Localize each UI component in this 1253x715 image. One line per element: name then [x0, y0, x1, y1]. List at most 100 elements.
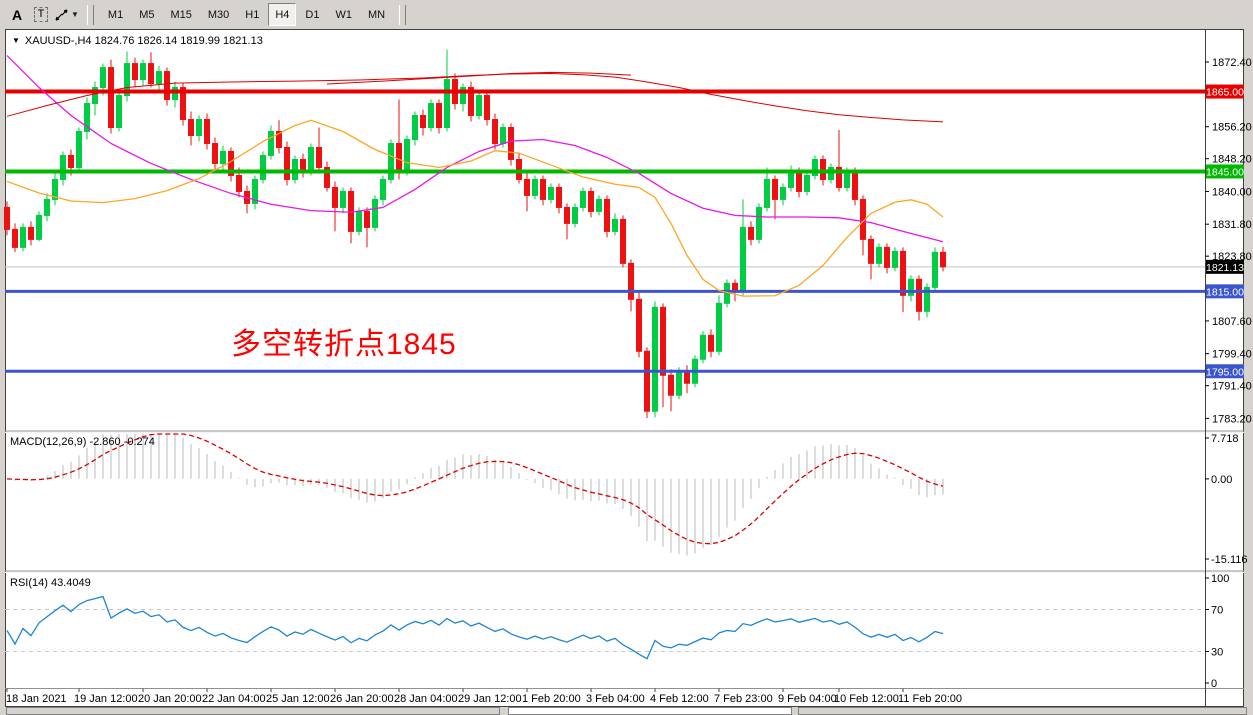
candle-body: [604, 198, 610, 232]
candle-body: [788, 170, 794, 188]
price-badge-label: 1815.00: [1206, 286, 1244, 298]
bottom-panel-1[interactable]: [6, 707, 500, 715]
price-badge-label: 1845.00: [1206, 166, 1244, 178]
candle-body: [668, 374, 674, 396]
candle-body: [188, 119, 194, 136]
candle-body: [652, 306, 658, 412]
candle-body: [76, 130, 82, 168]
x-axis-label: 9 Feb 04:00: [778, 693, 837, 705]
bottom-panel-3[interactable]: [798, 707, 1247, 715]
candle-body: [100, 67, 106, 89]
timeframe-M1[interactable]: M1: [107, 8, 124, 21]
x-axis-label: 1 Feb 20:00: [522, 693, 581, 705]
candle-body: [284, 146, 290, 180]
macd-axis-label: -15.116: [1211, 554, 1248, 566]
candle-body: [316, 146, 322, 168]
text-label-tool-button[interactable]: T: [30, 4, 52, 26]
rsi-axis-label: 100: [1211, 573, 1229, 585]
price-badge-label: 1821.13: [1206, 262, 1244, 274]
price-axis-label: 1807.60: [1212, 316, 1252, 328]
candle-body: [940, 251, 946, 268]
candle-body: [556, 186, 562, 208]
timeframe-D1[interactable]: D1: [305, 8, 320, 21]
candle-body: [900, 250, 906, 296]
timeframe-W1[interactable]: W1: [335, 8, 352, 21]
candle-body: [132, 63, 138, 81]
candle-body: [116, 95, 122, 129]
candle-body: [932, 251, 938, 288]
price-badge: [1206, 164, 1244, 179]
x-axis-label: 20 Jan 20:00: [138, 693, 202, 705]
price-axis-label: 1872.40: [1212, 57, 1252, 69]
x-axis-label: 10 Feb 12:00: [834, 693, 899, 705]
candle-body: [84, 103, 90, 132]
candle-body: [524, 178, 530, 196]
timeframe-H1[interactable]: H1: [245, 8, 260, 21]
candle-body: [308, 146, 314, 172]
bottom-panel-2[interactable]: [508, 707, 792, 715]
ma-red-slow: [6, 73, 944, 123]
rsi-axis-label: 0: [1211, 678, 1217, 690]
x-axis-label: 29 Jan 12:00: [458, 693, 522, 705]
toolbar-grip[interactable]: [86, 4, 94, 25]
price-axis-label: 1848.20: [1212, 154, 1252, 166]
macd-axis-label: 0.00: [1211, 474, 1232, 486]
candle-body: [204, 119, 210, 144]
candle-body: [476, 95, 482, 117]
candle-body: [588, 190, 594, 212]
timeframe-M15[interactable]: M15: [170, 8, 192, 21]
candle-body: [844, 170, 850, 188]
rsi-axis-label: 30: [1211, 647, 1223, 659]
candle-body: [388, 142, 394, 180]
timeframe-M5[interactable]: M5: [139, 8, 155, 21]
candle-body: [404, 138, 410, 172]
x-axis-label: 28 Jan 04:00: [394, 693, 458, 705]
symbol-dropdown-icon[interactable]: ▼: [12, 36, 20, 45]
chart-background[interactable]: [5, 30, 1244, 707]
candle-body: [28, 226, 34, 240]
arrow-objects-button[interactable]: ▼: [54, 4, 79, 26]
candle-body: [180, 87, 186, 121]
candle-body: [884, 246, 890, 268]
macd-indicator-label: MACD(12,26,9) -2.860 -0.274: [10, 436, 155, 448]
chart-annotation-text[interactable]: 多空转折点1845: [231, 328, 457, 361]
candle-body: [924, 286, 930, 312]
macd-axis-label: 7.718: [1211, 433, 1239, 445]
candle-body: [796, 170, 802, 192]
x-axis-label: 7 Feb 23:00: [714, 693, 773, 705]
price-axis-label: 1799.40: [1212, 349, 1252, 361]
x-axis-label: 4 Feb 12:00: [650, 693, 709, 705]
candle-body: [876, 246, 882, 264]
candle-body: [756, 206, 762, 240]
candle-body: [364, 210, 370, 228]
timeframe-MN[interactable]: MN: [367, 8, 386, 21]
candle-body: [548, 186, 554, 200]
ma-magenta: [6, 55, 944, 243]
price-badge-label: 1865.00: [1206, 87, 1244, 99]
macd-signal-line: [6, 433, 944, 545]
candle-body: [428, 103, 434, 129]
candle-body: [684, 370, 690, 384]
candle-body: [620, 218, 626, 264]
candle-body: [140, 63, 146, 81]
candle-body: [340, 190, 346, 208]
candle-body: [716, 302, 722, 352]
toolbar-grip-2[interactable]: [399, 4, 407, 25]
chart-title[interactable]: ▼ XAUUSD-,H4 1824.76 1826.14 1819.99 1821…: [12, 35, 263, 47]
candle-body: [700, 334, 706, 360]
candle-body: [20, 226, 26, 248]
ma-red-slow2: [326, 71, 632, 85]
candle-body: [212, 142, 218, 164]
candle-body: [164, 71, 170, 101]
candle-body: [772, 178, 778, 200]
candle-body: [412, 115, 418, 140]
price-badge: [1206, 364, 1244, 379]
candle-body: [660, 306, 666, 376]
timeframe-M30[interactable]: M30: [207, 8, 230, 21]
timeframe-H4[interactable]: H4: [268, 3, 297, 26]
font-tool-button[interactable]: A: [11, 6, 23, 23]
candle-body: [500, 127, 506, 144]
candle-body: [444, 79, 450, 129]
price-badge-label: 1795.00: [1206, 366, 1244, 378]
